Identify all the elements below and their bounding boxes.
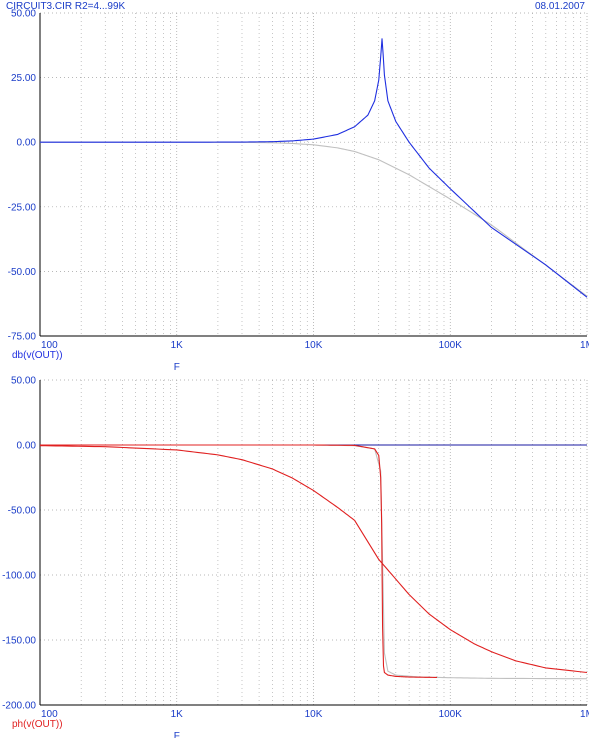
x-tick-label: 100 [41,340,58,351]
y-tick-label: -25.00 [8,202,37,213]
x-tick-label: 10K [305,709,323,720]
y-tick-label: -50.00 [8,267,37,278]
y-tick-label: 50.00 [11,9,36,20]
y-tick-label: -200.00 [2,701,36,712]
y-tick-label: -75.00 [8,332,37,343]
y-axis-label: ph(v(OUT)) [12,719,63,730]
y-tick-label: 0.00 [17,441,37,452]
x-tick-label: 100K [439,709,463,720]
x-tick-label: 10K [305,340,323,351]
x-tick-label: 1M [580,340,589,351]
x-tick-label: 100 [41,709,58,720]
chart-date: 08.01.2007 [534,1,585,12]
series-line-phase-2 [39,445,588,674]
chart-title: CIRCUIT3.CIR R2=4...99K [6,1,126,12]
series-line-magnitude-1 [40,38,588,298]
x-tick-label: 1K [171,340,184,351]
y-tick-label: -150.00 [2,636,36,647]
y-tick-label: -100.00 [2,571,36,582]
x-axis-label: F [174,731,180,738]
x-tick-label: 100K [439,340,463,351]
x-tick-label: 1M [580,709,589,720]
y-tick-label: -50.00 [8,506,37,517]
y-axis-label: db(v(OUT)) [12,350,63,361]
x-tick-label: 1K [171,709,184,720]
x-axis-label: F [174,362,180,373]
y-tick-label: 25.00 [11,73,36,84]
y-tick-label: 50.00 [11,376,36,387]
series-line-phase-3 [40,444,438,678]
y-tick-label: 0.00 [17,138,37,149]
